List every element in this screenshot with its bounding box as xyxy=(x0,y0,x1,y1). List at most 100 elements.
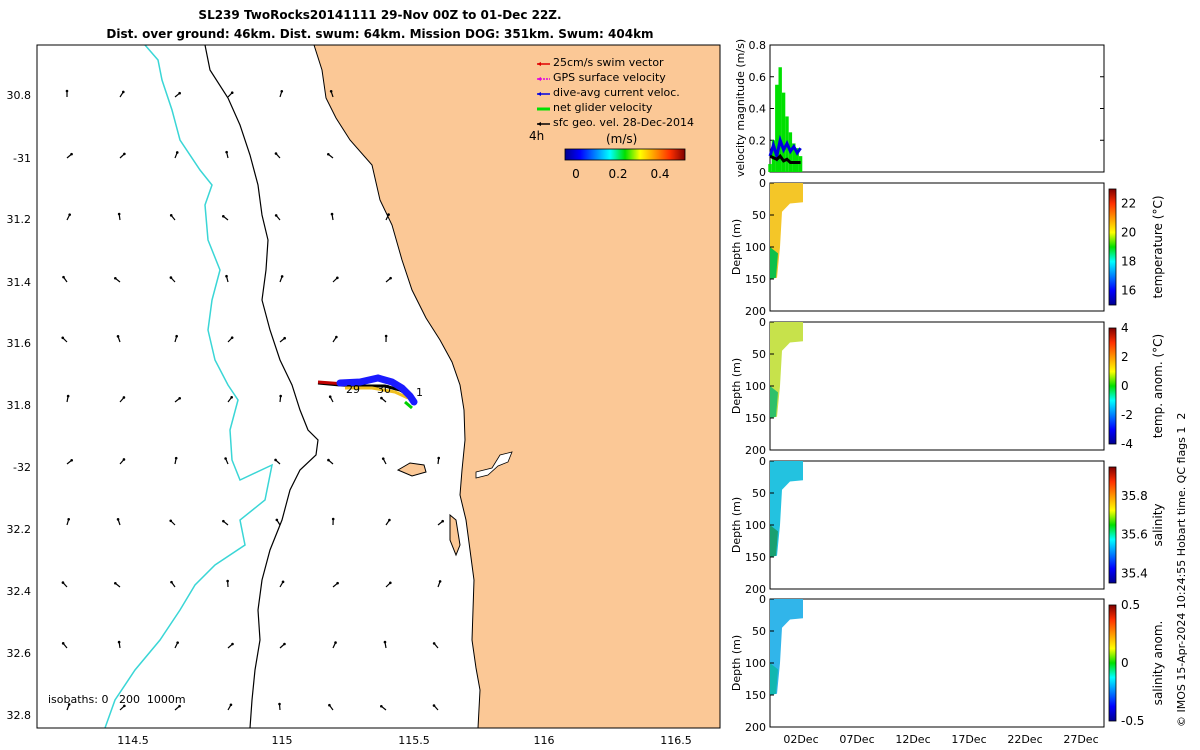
section-ylabel: Depth (m) xyxy=(730,635,743,691)
vector-head xyxy=(438,580,442,583)
track-yellow xyxy=(345,386,409,400)
time-tick: 02Dec xyxy=(783,733,818,746)
vector-head xyxy=(380,396,383,400)
section-panel: 0 50 100 150 200 Depth (m) 4 2 0 -2 -4 temp. anom. … xyxy=(730,316,1165,457)
time-tick: 07Dec xyxy=(839,733,874,746)
vector-head xyxy=(278,702,281,706)
title-line-1: SL239 TwoRocks20141111 29-Nov 00Z to 01-… xyxy=(198,8,562,22)
vector-head xyxy=(67,517,70,521)
colorbar-title: salinity xyxy=(1151,503,1165,546)
glider-track xyxy=(317,374,418,410)
ytick-label: 150 xyxy=(745,273,766,286)
time-tick: 22Dec xyxy=(1007,733,1042,746)
vector-head xyxy=(281,580,285,584)
vector-head xyxy=(389,581,392,585)
colorbar-tick: -2 xyxy=(1121,408,1133,422)
lon-tick: 115 xyxy=(272,734,293,747)
lon-ticks: 114.5 115 115.5 116 116.5 xyxy=(117,734,692,747)
vector-head xyxy=(169,214,173,217)
vector-head xyxy=(66,394,70,398)
vector-head xyxy=(67,703,71,706)
vector-head xyxy=(383,640,387,644)
vector-head xyxy=(169,519,173,523)
speed-colorbar xyxy=(564,148,686,161)
vector-head xyxy=(178,396,181,400)
colorbar-tick: -0.5 xyxy=(1121,714,1144,728)
vector-head xyxy=(283,642,286,646)
vector-head xyxy=(274,214,278,217)
vector-head xyxy=(114,276,117,280)
rottnest-island xyxy=(396,462,427,477)
vector-head xyxy=(61,336,65,340)
vector-head xyxy=(226,579,229,583)
velocity-ylabel: velocity magnitude (m/s) xyxy=(734,39,747,177)
section-frame xyxy=(769,321,1105,451)
section-deep-data xyxy=(770,663,778,695)
vector-head xyxy=(123,152,126,156)
lon-tick: 116.5 xyxy=(660,734,692,747)
garden-island xyxy=(449,513,461,557)
vector-head xyxy=(432,642,436,645)
isobath-1000m xyxy=(104,45,274,728)
title-line-2: Dist. over ground: 46km. Dist. swum: 64k… xyxy=(106,27,654,41)
colorbar-tick: 20 xyxy=(1121,226,1136,240)
vector-head xyxy=(123,704,126,708)
vector-head xyxy=(114,581,117,585)
vector-head xyxy=(280,275,284,278)
lon-tick: 116 xyxy=(534,734,555,747)
colorbar-tick: 35.8 xyxy=(1121,489,1148,503)
vector-head xyxy=(117,640,121,644)
colorbar-tick: 2 xyxy=(1121,350,1129,364)
vector-head xyxy=(222,214,225,218)
section-colorbar xyxy=(1108,188,1117,306)
section-colorbar xyxy=(1108,604,1117,722)
lon-tick: 114.5 xyxy=(117,734,149,747)
vector-head xyxy=(279,394,282,398)
vector-head xyxy=(121,90,125,94)
vector-head xyxy=(280,89,284,93)
vector-head xyxy=(327,152,330,156)
section-ylabel: Depth (m) xyxy=(730,358,743,414)
vector-head xyxy=(274,152,278,155)
section-deep-data xyxy=(770,386,778,418)
section-frame xyxy=(769,598,1105,728)
lat-tick: 31.4 xyxy=(7,276,32,289)
track-blue xyxy=(336,374,418,406)
section-colorbar xyxy=(1108,466,1117,584)
lat-tick: 32.2 xyxy=(7,523,32,536)
velocity-line xyxy=(769,153,801,164)
ytick-label: 200 xyxy=(745,721,766,734)
legend-item: 25cm/s swim vector xyxy=(537,56,664,69)
time-tick: 17Dec xyxy=(951,733,986,746)
map-legend: 25cm/s swim vector GPS surface velocity … xyxy=(529,56,694,181)
section-deep-data xyxy=(770,247,778,279)
colorbar-tick: 0.4 xyxy=(650,167,669,181)
colorbar-tick: 0 xyxy=(1121,656,1129,670)
vector-head xyxy=(387,213,390,216)
section-panel: 0 50 100 150 200 Depth (m) 0.5 0 -0.5 salinity an… xyxy=(730,593,1165,734)
legend-label: 25cm/s swim vector xyxy=(553,56,664,69)
ytick-label: 200 xyxy=(745,583,766,596)
ytick-label: 50 xyxy=(752,625,766,638)
lat-tick: 30.8 xyxy=(7,89,32,102)
vector-head xyxy=(175,334,178,338)
ytick-label: 0 xyxy=(759,593,766,606)
ytick-label: 50 xyxy=(752,348,766,361)
map-frame xyxy=(36,44,721,729)
lat-tick: 31.8 xyxy=(7,399,32,412)
section-data xyxy=(770,322,803,418)
section-ylabel: Depth (m) xyxy=(730,497,743,553)
vector-head xyxy=(70,152,73,156)
section-panel: 0 50 100 150 200 Depth (m) 35.8 35.6 35.4 salinit… xyxy=(730,455,1165,596)
lat-ticks: 30.8 -31 31.2 31.4 31.6 31.8 -32 32.2 32… xyxy=(7,89,32,722)
vector-head xyxy=(62,275,65,279)
colorbar-tick: 35.4 xyxy=(1121,566,1148,580)
section-frame xyxy=(769,460,1105,590)
lat-tick: 32.4 xyxy=(7,585,32,598)
vector-head xyxy=(331,517,335,521)
vector-head xyxy=(230,91,234,95)
vector-head xyxy=(178,91,181,95)
vector-head xyxy=(176,641,179,644)
track-green xyxy=(404,400,413,410)
